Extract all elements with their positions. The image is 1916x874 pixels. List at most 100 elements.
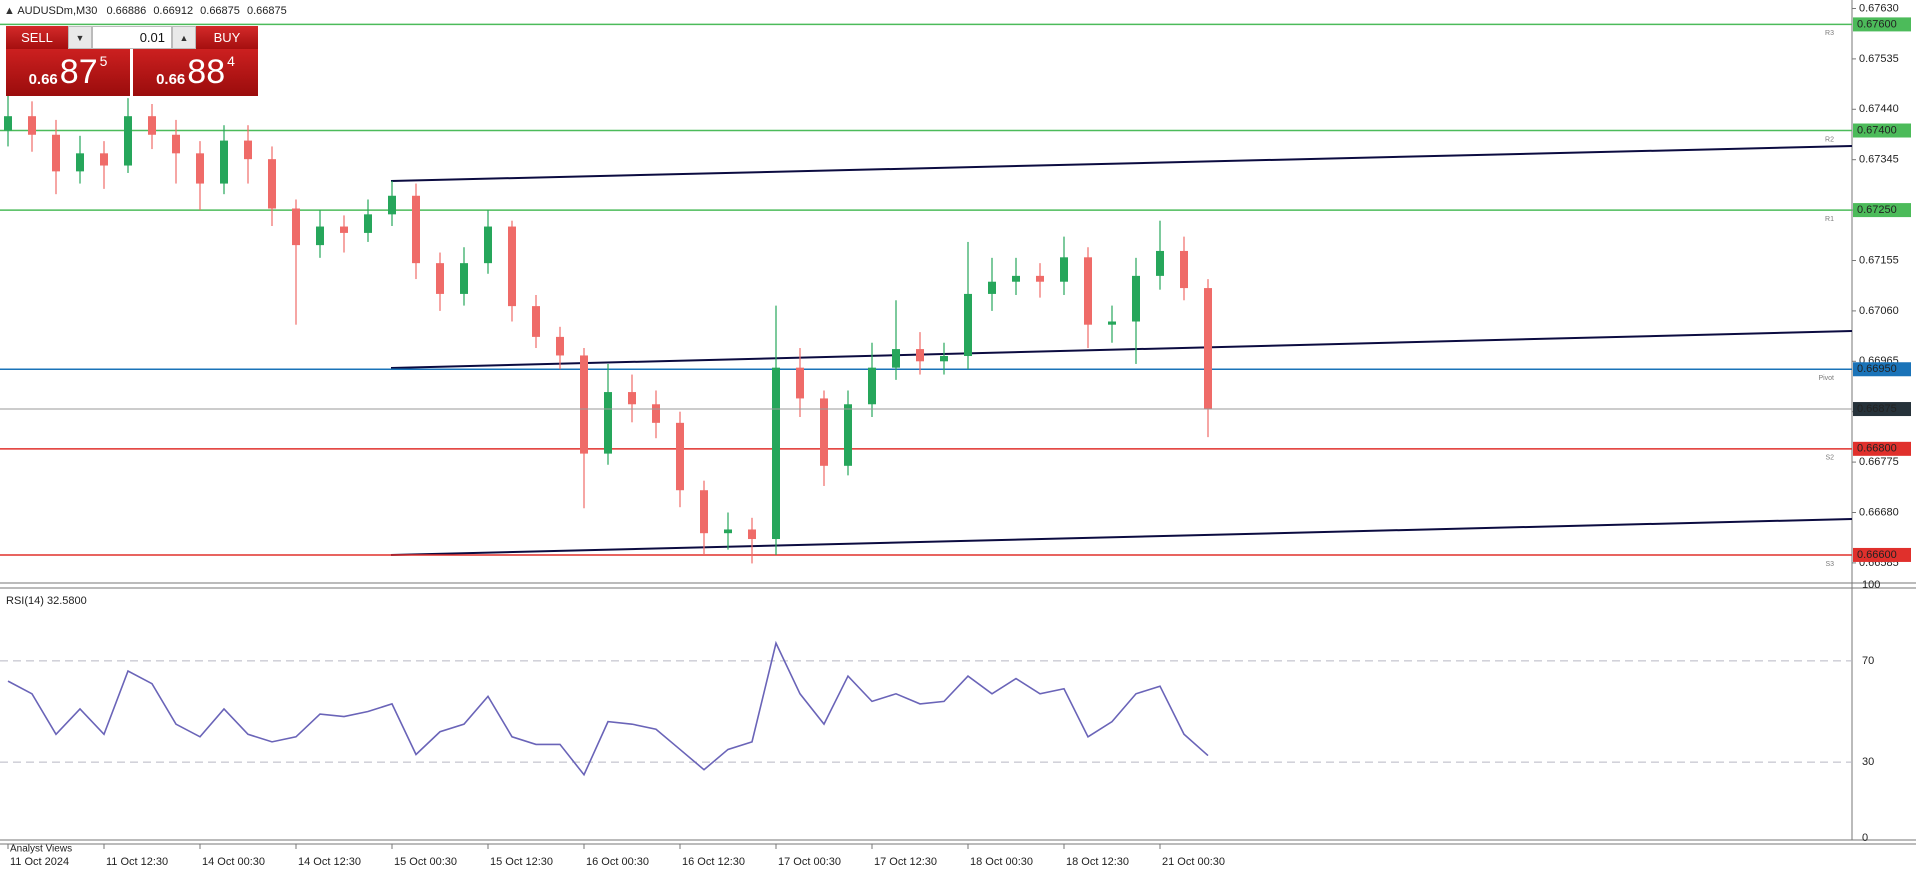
current-price-label: 0.66875	[1857, 403, 1897, 415]
trendline	[390, 145, 1853, 182]
level-name: Pivot	[1818, 375, 1834, 382]
ask-price[interactable]: 0.66 88 4	[133, 49, 258, 96]
level-label-box	[1853, 17, 1911, 32]
buy-button[interactable]: BUY	[196, 26, 258, 49]
bid-big: 0.66	[28, 71, 58, 88]
level-label: 0.66950	[1857, 363, 1897, 375]
quote-close: 0.66875	[247, 5, 287, 17]
level-label-box	[1853, 441, 1911, 456]
sell-button[interactable]: SELL	[6, 26, 68, 49]
frame	[0, 0, 1916, 845]
candle-body	[28, 116, 36, 135]
candle-body	[772, 367, 780, 540]
candle-body	[1204, 288, 1212, 410]
candle-body	[964, 293, 972, 356]
rsi-title: RSI(14) 32.5800	[6, 595, 87, 607]
rsi-tick-label: 70	[1862, 655, 1874, 667]
ask-big: 0.66	[156, 71, 186, 88]
x-tick-label: 15 Oct 00:30	[394, 856, 457, 868]
candles	[4, 93, 1212, 564]
y-tick-label: 0.67630	[1859, 2, 1899, 14]
candle-body	[508, 226, 516, 307]
candle-body	[532, 306, 540, 337]
candle-body	[724, 529, 732, 534]
y-tick-label: 0.66775	[1859, 456, 1899, 468]
x-tick-label: 14 Oct 00:30	[202, 856, 265, 868]
level-name: R3	[1825, 30, 1834, 37]
candle-body	[556, 336, 564, 356]
candle-body	[868, 367, 876, 405]
candle-body	[1108, 321, 1116, 325]
level-label-box	[1853, 203, 1911, 218]
candle-body	[916, 349, 924, 362]
candle-body	[1180, 250, 1188, 289]
quote-open: 0.66886	[106, 5, 146, 17]
candle-body	[892, 349, 900, 368]
current-price-box	[1853, 402, 1911, 417]
candle-body	[220, 140, 228, 184]
candle-body	[748, 529, 756, 540]
trendlines	[390, 145, 1853, 556]
candle-body	[244, 140, 252, 160]
rsi-tick-label: 100	[1862, 579, 1880, 591]
candle-body	[52, 134, 60, 172]
x-tick-label: 21 Oct 00:30	[1162, 856, 1225, 868]
candle-body	[700, 490, 708, 534]
candle-body	[1060, 257, 1068, 282]
candle-body	[652, 404, 660, 423]
volume-down[interactable]: ▼	[68, 26, 92, 49]
bid-pips: 87	[59, 53, 98, 91]
candle-body	[100, 153, 108, 166]
x-tick-label: 17 Oct 12:30	[874, 856, 937, 868]
candle-body	[316, 226, 324, 246]
level-name: R2	[1825, 136, 1834, 143]
candle-body	[196, 153, 204, 184]
candle-body	[604, 392, 612, 454]
candle-body	[1132, 275, 1140, 322]
candle-body	[4, 116, 12, 131]
x-tick-label: 17 Oct 00:30	[778, 856, 841, 868]
level-label-box	[1853, 547, 1911, 562]
y-tick-label: 0.67440	[1859, 103, 1899, 115]
level-label: 0.66800	[1857, 443, 1897, 455]
symbol-header: ▲ AUDUSDm,M30 0.66886 0.66912 0.66875 0.…	[4, 5, 287, 17]
level-label-box	[1853, 123, 1911, 138]
y-tick-label: 0.67535	[1859, 53, 1899, 65]
candle-body	[676, 422, 684, 491]
candle-body	[388, 195, 396, 215]
level-label: 0.67400	[1857, 124, 1897, 136]
y-tick-label: 0.67060	[1859, 305, 1899, 317]
candle-body	[76, 153, 84, 172]
candle-body	[988, 281, 996, 294]
candle-body	[1084, 257, 1092, 325]
x-tick-label: 11 Oct 2024	[10, 856, 69, 868]
x-tick-label: 18 Oct 12:30	[1066, 856, 1129, 868]
candle-body	[148, 116, 156, 135]
candle-body	[940, 355, 948, 362]
candle-body	[340, 226, 348, 233]
bid-price[interactable]: 0.66 87 5	[6, 49, 130, 96]
candle-body	[1012, 275, 1020, 282]
level-name: S3	[1825, 561, 1834, 568]
x-tick-label: 16 Oct 00:30	[586, 856, 649, 868]
rsi-tick-label: 0	[1862, 832, 1868, 844]
quote-low: 0.66875	[200, 5, 240, 17]
y-tick-label: 0.66680	[1859, 506, 1899, 518]
candle-body	[484, 226, 492, 264]
x-tick-label: 11 Oct 12:30	[106, 856, 168, 868]
candle-body	[172, 134, 180, 154]
candle-body	[124, 116, 132, 166]
candle-body	[820, 398, 828, 466]
candle-body	[292, 208, 300, 246]
volume-input[interactable]: 0.01	[92, 26, 172, 49]
volume-up[interactable]: ▲	[172, 26, 196, 49]
candle-body	[364, 214, 372, 233]
ask-frac: 4	[227, 53, 235, 69]
analyst-views[interactable]: Analyst Views	[10, 844, 72, 855]
x-tick-label: 15 Oct 12:30	[490, 856, 553, 868]
x-tick-label: 16 Oct 12:30	[682, 856, 745, 868]
candle-body	[460, 263, 468, 294]
level-name: R1	[1825, 216, 1834, 223]
